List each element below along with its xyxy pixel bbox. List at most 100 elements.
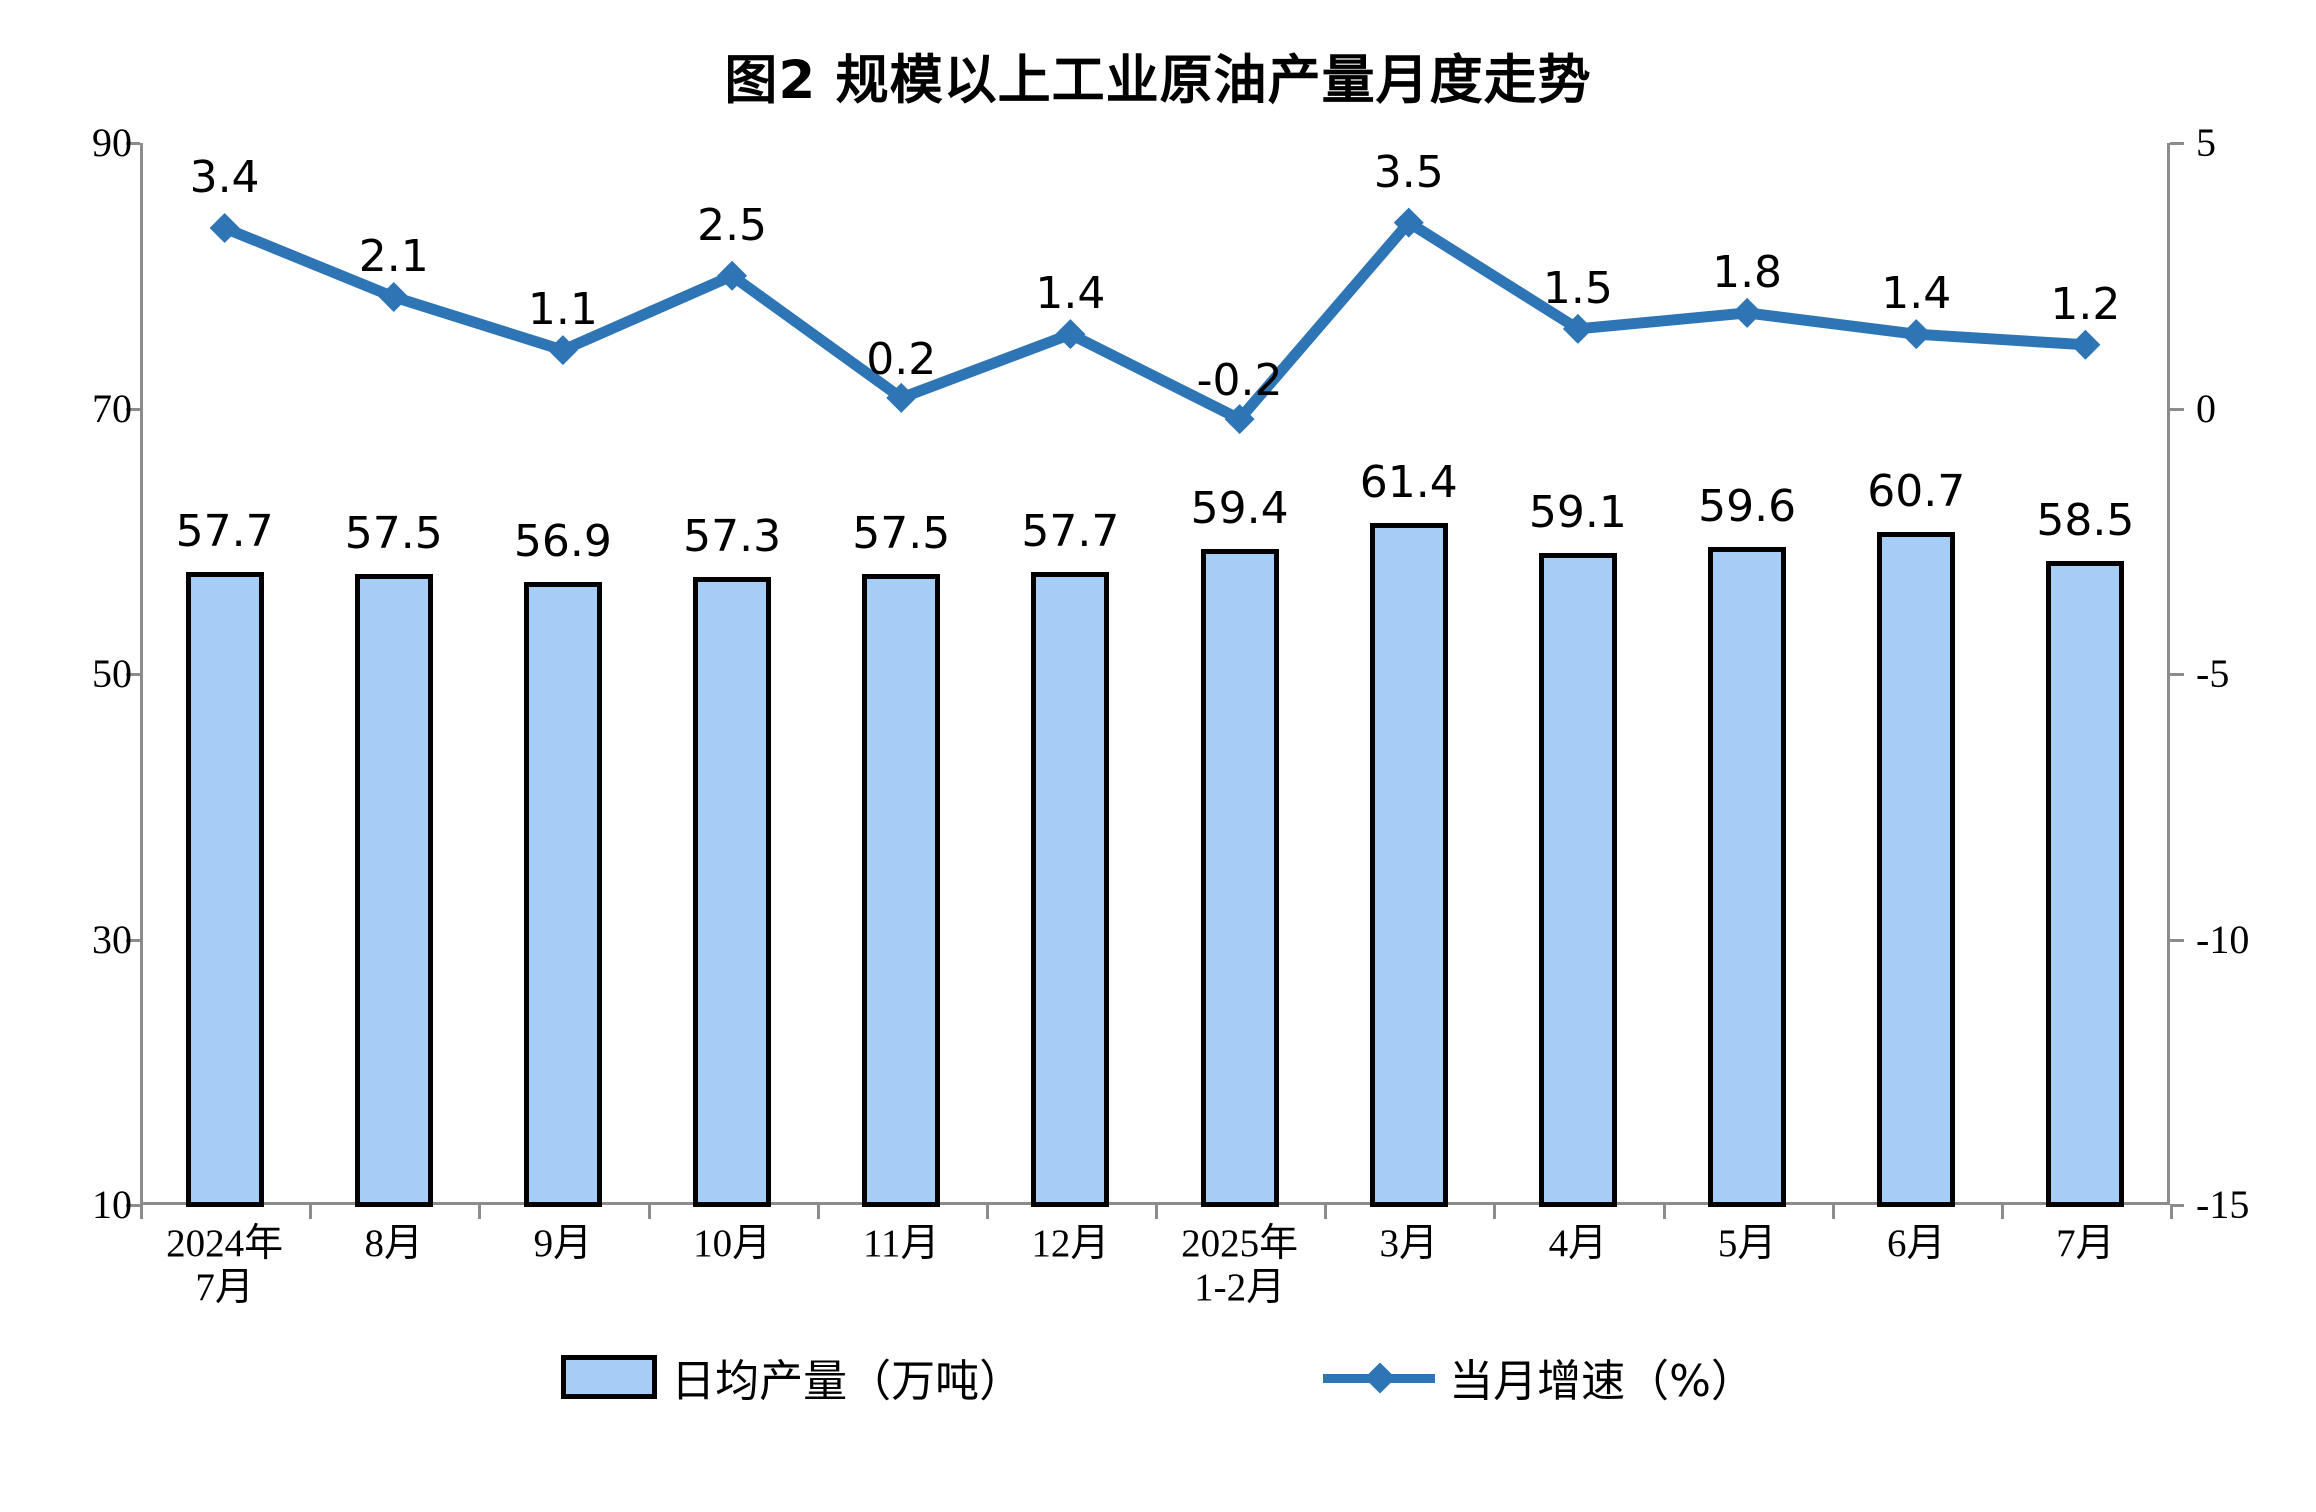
line-value-label: 1.1 — [527, 284, 598, 336]
x-tick — [1324, 1205, 1328, 1219]
right-tick — [2170, 407, 2184, 411]
x-tick — [1493, 1205, 1497, 1219]
legend-label-daily-output: 日均产量（万吨） — [671, 1356, 1024, 1407]
left-tick — [126, 407, 140, 411]
chart-legend: 日均产量（万吨） 当月增速（%） — [0, 1345, 2316, 1409]
line-marker[interactable] — [1224, 404, 1255, 435]
line-value-label: 3.5 — [1373, 146, 1444, 198]
line-marker[interactable] — [886, 382, 917, 413]
line-marker[interactable] — [1393, 207, 1424, 238]
bar[interactable] — [862, 574, 941, 1207]
line-marker[interactable] — [378, 281, 409, 312]
bar[interactable] — [1877, 531, 1956, 1207]
x-tick — [140, 1205, 143, 1219]
bar[interactable] — [1369, 522, 1448, 1207]
legend-label-growth-rate: 当月增速（%） — [1449, 1356, 1755, 1407]
left-tick — [126, 1204, 140, 1207]
x-tick-label: 3月 — [1379, 1222, 1438, 1265]
x-tick-label: 6月 — [1886, 1222, 1946, 1265]
line-marker[interactable] — [547, 335, 578, 366]
x-tick — [816, 1205, 820, 1219]
right-tick-label: 5 — [2196, 120, 2216, 165]
line-value-label: 1.4 — [1035, 268, 1106, 320]
line-value-label: 1.4 — [1881, 268, 1952, 320]
growth-rate-markers — [209, 207, 2101, 435]
x-tick-label: 2025年 1-2月 — [1181, 1222, 1299, 1309]
chart-title: 图2 规模以上工业原油产量月度走势 — [724, 50, 1592, 111]
bar[interactable] — [2046, 561, 2125, 1207]
growth-rate-line — [222, 215, 2086, 426]
x-tick — [1155, 1205, 1158, 1219]
bar-value-label: 57.3 — [683, 511, 782, 563]
legend-item-daily-output[interactable]: 日均产量（万吨） — [561, 1345, 1023, 1409]
x-tick — [478, 1205, 482, 1219]
bar[interactable] — [1031, 571, 1110, 1207]
line-value-label: 1.5 — [1542, 262, 1613, 314]
left-tick — [126, 673, 140, 676]
bar[interactable] — [523, 582, 602, 1207]
line-marker[interactable] — [717, 260, 748, 291]
line-value-label: -0.2 — [1196, 355, 1283, 407]
right-tick-label: 0 — [2196, 385, 2216, 431]
x-tick — [309, 1205, 313, 1219]
x-tick — [1662, 1205, 1666, 1219]
x-tick-label: 12月 — [1031, 1222, 1110, 1265]
line-swatch-icon — [1323, 1355, 1436, 1399]
line-marker[interactable] — [209, 212, 240, 243]
right-tick-label: -10 — [2196, 916, 2250, 962]
bar-value-label: 57.5 — [344, 508, 443, 560]
x-tick-label: 10月 — [693, 1222, 772, 1265]
bar-swatch-icon — [561, 1355, 658, 1399]
bar-value-label: 59.6 — [1698, 480, 1797, 532]
bar-value-label: 57.5 — [852, 508, 951, 560]
bar-value-label: 59.1 — [1528, 487, 1627, 539]
bar-value-label: 57.7 — [175, 505, 274, 557]
x-tick-label: 9月 — [533, 1222, 593, 1265]
line-series-layer — [209, 207, 2101, 435]
x-tick — [1831, 1205, 1835, 1219]
x-tick-label: 4月 — [1548, 1222, 1608, 1265]
x-tick-label: 5月 — [1717, 1222, 1777, 1265]
bar-value-label: 59.4 — [1190, 483, 1289, 535]
left-tick-label: 10 — [92, 1182, 132, 1227]
line-marker[interactable] — [1562, 313, 1593, 344]
line-marker[interactable] — [1055, 319, 1086, 350]
line-value-label: 1.2 — [2050, 278, 2121, 330]
line-value-label: 0.2 — [866, 333, 937, 385]
line-marker[interactable] — [1732, 297, 1763, 328]
left-axis-line — [140, 143, 143, 1205]
bar-value-label: 57.7 — [1021, 505, 1120, 557]
bar-value-label: 58.5 — [2036, 495, 2135, 547]
left-tick-label: 50 — [92, 651, 132, 696]
plot-area — [126, 142, 2184, 1219]
bar-value-label: 60.7 — [1867, 465, 1966, 517]
bar[interactable] — [1538, 553, 1617, 1207]
right-tick — [2170, 938, 2184, 942]
x-tick-label: 7月 — [2056, 1222, 2115, 1265]
bar[interactable] — [185, 571, 264, 1207]
bar[interactable] — [354, 574, 433, 1207]
bar-value-label: 56.9 — [513, 516, 612, 568]
left-tick-label: 30 — [92, 916, 132, 962]
line-marker[interactable] — [2070, 329, 2101, 360]
legend-item-growth-rate[interactable]: 当月增速（%） — [1323, 1345, 1755, 1409]
x-tick-label: 8月 — [364, 1222, 423, 1265]
right-tick-label: -15 — [2196, 1182, 2250, 1227]
bar[interactable] — [1200, 549, 1279, 1207]
left-tick-label: 70 — [92, 385, 132, 431]
line-marker[interactable] — [1901, 319, 1932, 350]
left-tick-label: 90 — [92, 120, 132, 165]
line-value-label: 2.1 — [358, 230, 429, 282]
x-tick — [2170, 1205, 2173, 1219]
right-axis-line — [2167, 143, 2170, 1205]
bar[interactable] — [693, 577, 772, 1207]
left-tick — [126, 938, 140, 942]
bar[interactable] — [1708, 546, 1787, 1207]
x-tick — [647, 1205, 651, 1219]
right-tick — [2170, 1204, 2184, 1207]
x-tick-label: 2024年 7月 — [166, 1222, 284, 1309]
line-value-label: 2.5 — [697, 199, 768, 251]
right-tick-label: -5 — [2196, 651, 2230, 696]
x-axis-line — [140, 1202, 2170, 1205]
